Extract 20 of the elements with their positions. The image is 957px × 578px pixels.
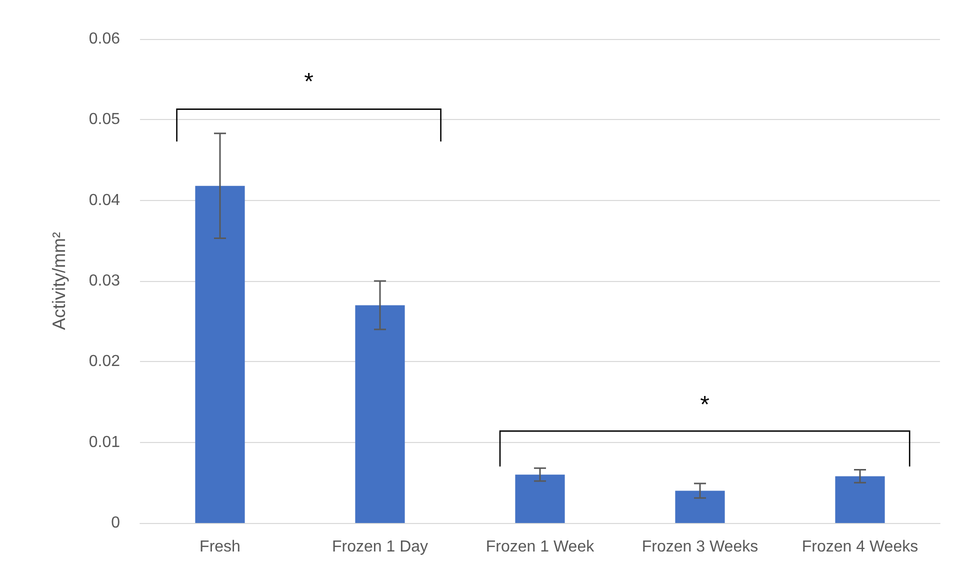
x-tick-label: Frozen 3 Weeks [642, 538, 758, 556]
y-tick-label: 0.04 [88, 192, 120, 209]
bar [515, 474, 565, 523]
x-tick-label: Frozen 1 Day [332, 538, 428, 556]
y-tick-label: 0.03 [88, 272, 120, 290]
x-tick-label: Fresh [200, 538, 240, 556]
bar [195, 186, 245, 523]
y-tick-label: 0.01 [88, 434, 120, 451]
bar [835, 476, 885, 523]
annotation: * [304, 68, 314, 96]
y-tick-label: 0 [111, 514, 120, 532]
y-axis-title: Activity/mm² [49, 232, 69, 330]
y-tick-label: 0.06 [88, 30, 120, 48]
bar [355, 305, 405, 523]
x-tick-label: Frozen 4 Weeks [802, 538, 918, 556]
bar [675, 490, 725, 523]
x-tick-label: Frozen 1 Week [486, 538, 596, 556]
y-tick-label: 0.02 [88, 353, 120, 370]
y-tick-label: 0.05 [88, 111, 120, 128]
annotation: * [700, 391, 710, 418]
